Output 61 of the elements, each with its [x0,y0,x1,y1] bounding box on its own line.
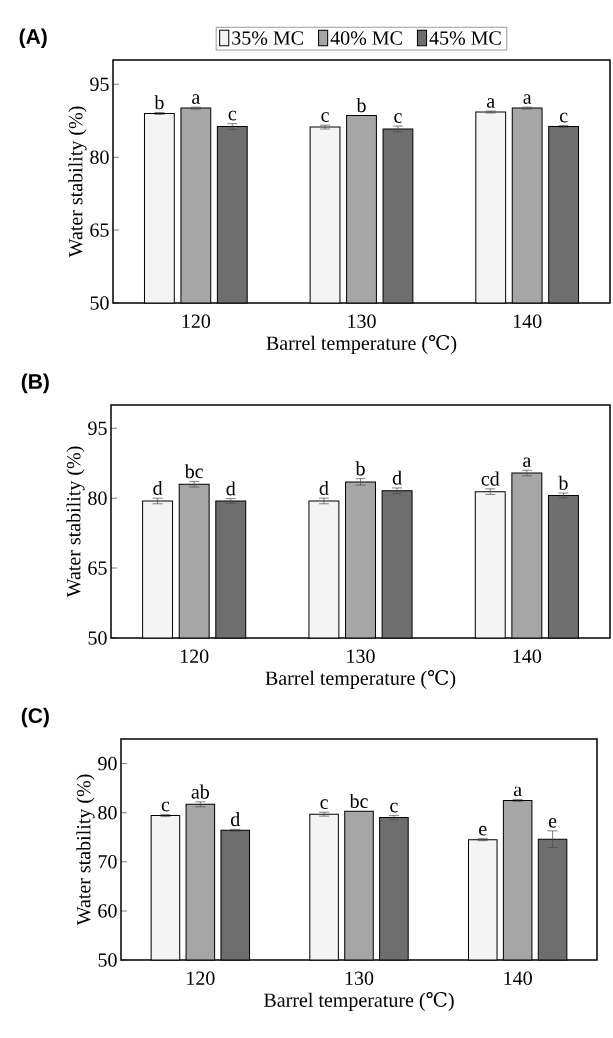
data-label: c [161,801,170,812]
chart-title: (B) [21,373,49,394]
legend-label: 35% MC [232,31,303,45]
y-tick-label: 70 [98,855,117,869]
y-tick-label: 50 [90,296,109,310]
y-tick-label: 95 [90,77,109,91]
legend-label: 40% MC [330,31,402,45]
data-label: ab [191,784,210,799]
y-axis-title: Water stability (%) [76,774,95,926]
data-label: b [154,95,164,110]
data-label: c [394,113,402,123]
x-tick-label: 140 [513,314,542,329]
y-tick-label: 80 [98,805,117,820]
data-label: b [356,98,366,113]
data-label: d [226,481,236,496]
y-axis-title: Water stability (%) [66,446,85,598]
y-tick-label: 50 [88,631,107,645]
data-label: e [479,825,487,836]
data-label: cd [481,471,500,486]
x-tick-label: 140 [504,971,532,986]
y-tick-label: 95 [88,421,107,436]
x-tick-label: 140 [513,649,542,664]
y-tick-label: 60 [98,904,117,918]
x-axis-title: Barrel temperature (℃) [265,669,456,689]
data-label: a [513,786,522,797]
x-tick-label: 120 [180,649,209,664]
data-label: d [392,470,402,485]
x-tick-label: 120 [187,971,215,986]
y-tick-label: 80 [90,150,109,164]
data-label: b [355,461,365,476]
x-tick-label: 120 [182,314,211,329]
y-tick-label: 80 [88,491,107,505]
y-tick-label: 65 [88,561,107,575]
y-tick-label: 65 [90,223,109,237]
data-label: c [228,110,237,121]
y-axis-title: Water stability (%) [68,106,87,258]
data-label: a [523,94,532,104]
data-label: bc [349,793,368,808]
data-label: a [192,94,200,104]
x-tick-label: 130 [347,649,375,664]
data-label: c [390,802,398,813]
data-label: c [321,112,329,122]
data-label: b [558,475,568,490]
chart-title: (C) [21,707,49,728]
data-label: c [559,112,568,123]
data-label: c [320,799,328,809]
chart-title: (A) [19,28,47,49]
x-axis-title: Barrel temperature (℃) [264,991,454,1011]
legend-label: 45% MC [429,31,501,45]
data-label: a [486,98,495,108]
x-axis-title: Barrel temperature (℃) [266,334,457,354]
data-label: e [548,818,557,828]
data-label: d [230,812,240,827]
data-label: bc [184,464,203,479]
x-tick-label: 130 [348,314,376,329]
x-tick-label: 130 [345,971,374,986]
data-label: d [319,480,329,495]
y-tick-label: 50 [98,953,117,967]
data-label: d [153,480,163,495]
data-label: a [523,457,531,468]
y-tick-label: 90 [98,756,117,771]
